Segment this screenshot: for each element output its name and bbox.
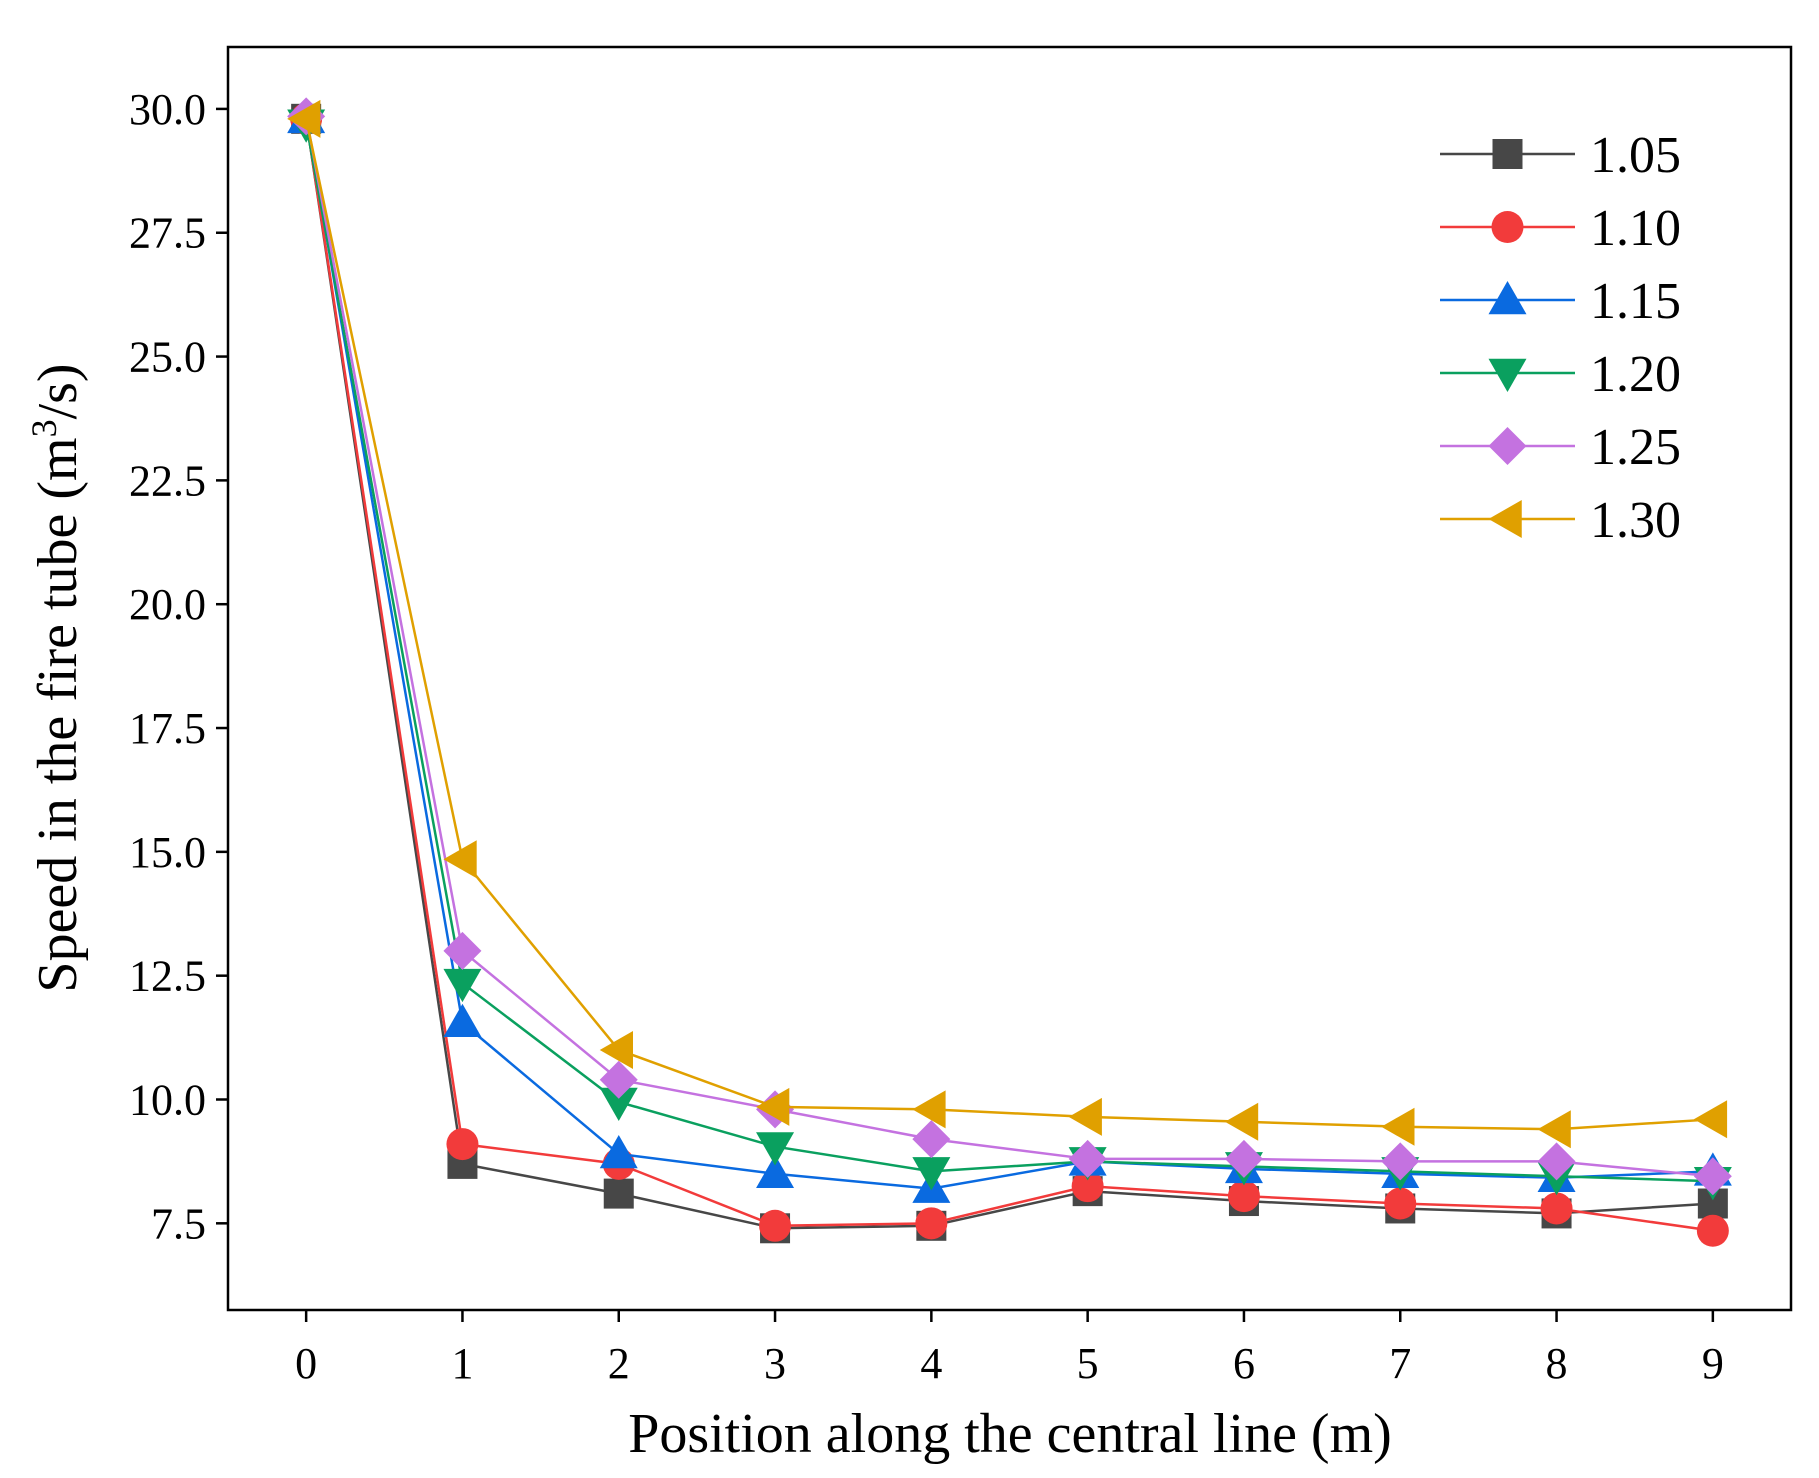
data-point (1227, 1180, 1260, 1213)
data-point (756, 1132, 795, 1166)
x-tick-label: 5 (1077, 1339, 1099, 1388)
x-tick-label: 3 (764, 1339, 786, 1388)
legend-marker (1488, 281, 1527, 315)
x-tick-label: 9 (1702, 1339, 1724, 1388)
data-point (446, 1128, 479, 1161)
series-1.10 (290, 102, 1729, 1247)
x-axis-title: Position along the central line (m) (628, 1403, 1392, 1465)
data-point (1068, 1097, 1102, 1136)
x-tick-label: 2 (608, 1339, 630, 1388)
data-point (599, 1030, 633, 1069)
data-point (599, 1134, 638, 1169)
series-line (304, 116, 1713, 1178)
series-line (304, 123, 1713, 1183)
y-axis-title: Speed in the fire tube (m3/s) (24, 363, 89, 992)
legend-label: 1.10 (1590, 200, 1681, 257)
legend-item: 1.20 (1440, 346, 1681, 403)
x-tick-label: 4 (920, 1339, 942, 1388)
legend-marker (1488, 427, 1527, 465)
data-point (756, 1087, 790, 1126)
x-tick-label: 6 (1233, 1339, 1255, 1388)
legend-item: 1.05 (1440, 127, 1681, 184)
data-point (443, 840, 477, 879)
data-point (912, 1120, 951, 1159)
series-line (304, 118, 1714, 1232)
data-point (756, 1154, 795, 1189)
series-1.15 (287, 99, 1732, 1203)
x-tick-label: 0 (295, 1339, 317, 1388)
data-point (1384, 1187, 1417, 1220)
data-point (1071, 1170, 1104, 1203)
legend: 1.05 1.10 1.15 1.20 1.25 1.30 (1440, 127, 1681, 549)
series-line (304, 118, 1713, 1190)
legend-marker (1491, 211, 1524, 243)
y-tick-label: 17.5 (129, 704, 206, 753)
legend-label: 1.05 (1590, 127, 1681, 184)
data-point (599, 1060, 638, 1099)
data-point (287, 99, 321, 138)
data-point (603, 1178, 634, 1209)
plot-frame (226, 45, 1793, 1312)
series-line (304, 118, 1713, 1230)
y-tick-label: 25.0 (129, 333, 206, 382)
series-1.25 (287, 97, 1732, 1196)
y-tick-label: 27.5 (129, 209, 206, 258)
legend-label: 1.20 (1590, 346, 1681, 403)
legend-label: 1.15 (1590, 273, 1681, 330)
x-tick-label: 7 (1389, 1339, 1411, 1388)
x-tick-label: 1 (451, 1339, 473, 1388)
data-point (1537, 1110, 1571, 1149)
y-axis-ticks: 7.5 10.0 12.5 15.0 17.5 20.0 22.5 25.0 27.5 30.0 (129, 85, 228, 1248)
data-point (599, 1087, 638, 1121)
y-tick-label: 12.5 (129, 952, 206, 1001)
legend-marker (1488, 500, 1522, 538)
data-point (443, 968, 482, 1003)
data-point (1224, 1102, 1259, 1141)
data-point (915, 1207, 948, 1240)
legend-marker (1488, 358, 1527, 392)
y-tick-label: 10.0 (129, 1076, 206, 1125)
data-point (1381, 1107, 1415, 1146)
y-tick-label: 22.5 (129, 456, 206, 505)
data-point (443, 1003, 482, 1037)
series-1.05 (291, 103, 1728, 1244)
legend-marker (1492, 139, 1523, 169)
data-point (912, 1157, 951, 1191)
y-tick-label: 15.0 (129, 828, 206, 877)
legend-item: 1.10 (1440, 200, 1681, 257)
series-layer (287, 97, 1732, 1247)
y-axis-title-end: /s) (27, 363, 89, 419)
y-axis-title-main: Speed in the fire tube (m (27, 437, 89, 992)
y-tick-label: 30.0 (129, 85, 206, 134)
series-line (304, 118, 1713, 1131)
data-point (1696, 1214, 1729, 1247)
data-point (1693, 1157, 1732, 1196)
data-point (1537, 1142, 1576, 1181)
data-point (1381, 1142, 1420, 1181)
legend-item: 1.30 (1440, 492, 1681, 549)
data-point (1540, 1192, 1573, 1225)
legend-item: 1.25 (1440, 419, 1681, 476)
y-axis-title-superscript: 3 (24, 419, 64, 437)
legend-label: 1.30 (1590, 492, 1681, 549)
data-point (1068, 1139, 1107, 1178)
data-point (443, 931, 482, 970)
x-tick-label: 8 (1546, 1339, 1568, 1388)
legend-label: 1.25 (1590, 419, 1681, 476)
series-1.30 (287, 99, 1728, 1149)
data-point (759, 1209, 792, 1242)
data-point (1693, 1100, 1728, 1139)
data-point (1224, 1139, 1263, 1178)
x-axis-ticks: 0 1 2 3 4 5 6 7 8 9 (295, 1310, 1724, 1388)
y-tick-label: 20.0 (129, 580, 206, 629)
data-point (912, 1090, 946, 1129)
legend-item: 1.15 (1440, 273, 1681, 330)
y-tick-label: 7.5 (151, 1199, 206, 1248)
series-1.20 (287, 109, 1732, 1201)
